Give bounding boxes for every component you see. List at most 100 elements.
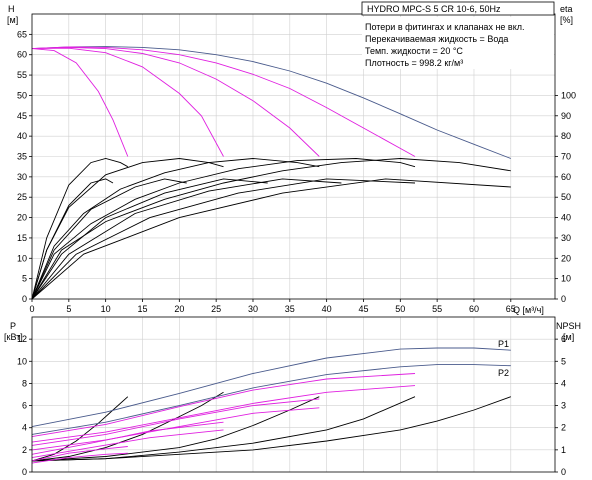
tick-label-left: 2 <box>22 445 27 455</box>
tick-label-x: 5 <box>66 304 71 314</box>
tick-label-right: 40 <box>561 213 571 223</box>
efficiency-curve <box>31 178 114 300</box>
tick-label-right: 70 <box>561 152 571 162</box>
title-box <box>361 1 555 16</box>
efficiency-curve <box>31 178 416 300</box>
tick-label-left: 8 <box>22 378 27 388</box>
power-curve <box>31 373 416 438</box>
head-curve <box>31 46 320 157</box>
power-curve <box>31 347 511 428</box>
tick-label-left: 20 <box>17 213 27 223</box>
tick-label-right: 2 <box>561 423 566 433</box>
tick-label-left: 35 <box>17 152 27 162</box>
tick-label-x: 0 <box>29 304 34 314</box>
npsh-curve <box>31 396 129 462</box>
tick-label-left: 0 <box>22 294 27 304</box>
eta-axis-unit: [%] <box>560 15 573 25</box>
tick-label-right: 50 <box>561 192 571 202</box>
tick-label-right: 5 <box>561 356 566 366</box>
lower-curves <box>31 347 511 464</box>
lower-frame <box>29 316 558 473</box>
head-curve <box>31 46 416 157</box>
chart-title: HYDRO MPC-S 5 CR 10-6, 50Hz <box>367 4 501 14</box>
head-curve <box>31 48 129 157</box>
tick-label-right: 60 <box>561 172 571 182</box>
upper-curves <box>31 46 511 300</box>
npsh-axis-label: NPSH <box>556 321 581 331</box>
tick-label-left: 65 <box>17 29 27 39</box>
note-temperature: Темп. жидкости = 20 °C <box>365 46 463 56</box>
tick-label-left: 50 <box>17 90 27 100</box>
series-label-p2: P2 <box>498 368 509 378</box>
tick-label-x: 20 <box>174 304 184 314</box>
q-axis-label: Q [м³/ч] <box>513 305 544 315</box>
tick-label-x: 60 <box>469 304 479 314</box>
efficiency-curve <box>31 158 320 300</box>
tick-label-right: 1 <box>561 445 566 455</box>
tick-label-right: 0 <box>561 467 566 477</box>
tick-label-right: 10 <box>561 274 571 284</box>
note-density: Плотность = 998.2 кг/м³ <box>365 58 463 68</box>
tick-label-x: 55 <box>432 304 442 314</box>
tick-label-right: 6 <box>561 334 566 344</box>
power-curve <box>31 385 416 443</box>
tick-label-right: 90 <box>561 111 571 121</box>
efficiency-curve <box>31 178 511 300</box>
tick-label-left: 60 <box>17 50 27 60</box>
tick-label-right: 80 <box>561 131 571 141</box>
eta-axis-label: eta <box>560 4 573 14</box>
tick-label-x: 50 <box>395 304 405 314</box>
power-curve <box>31 398 320 446</box>
efficiency-curve <box>31 158 129 300</box>
tick-label-x: 40 <box>322 304 332 314</box>
tick-label-left: 0 <box>22 467 27 477</box>
lower-grid <box>32 317 555 472</box>
power-curve <box>31 364 511 435</box>
tick-label-left: 40 <box>17 131 27 141</box>
upper-panel: 0510152025303540455055606501020304050607… <box>7 1 576 315</box>
series-label-p1: P1 <box>498 339 509 349</box>
tick-label-x: 35 <box>285 304 295 314</box>
tick-label-left: 5 <box>22 274 27 284</box>
tick-label-left: 4 <box>22 423 27 433</box>
efficiency-curve <box>31 178 187 300</box>
notes-box <box>362 17 554 69</box>
note-liquid: Перекачиваемая жидкость = Вода <box>365 34 508 44</box>
power-curve <box>31 429 224 459</box>
note-fittings: Потери в фитингах и клапанах не вкл. <box>365 22 525 32</box>
head-curve <box>31 46 511 159</box>
p-axis-label: P <box>10 321 16 331</box>
tick-label-right: 4 <box>561 378 566 388</box>
power-curve <box>31 421 224 455</box>
tick-label-left: 15 <box>17 233 27 243</box>
npsh-axis-unit: [м] <box>563 332 574 342</box>
head-curve <box>31 47 224 157</box>
efficiency-curve <box>31 158 416 300</box>
power-curve <box>31 452 128 464</box>
upper-tick-labels: 0510152025303540455055606501020304050607… <box>17 29 576 314</box>
power-curve <box>31 407 320 451</box>
tick-label-left: 10 <box>17 253 27 263</box>
tick-label-left: 6 <box>22 401 27 411</box>
tick-label-right: 0 <box>561 294 566 304</box>
tick-label-right: 20 <box>561 253 571 263</box>
plot-frame <box>31 316 556 473</box>
tick-label-right: 30 <box>561 233 571 243</box>
tick-label-left: 10 <box>17 356 27 366</box>
tick-label-left: 55 <box>17 70 27 80</box>
npsh-curve <box>31 391 224 462</box>
upper-frame <box>29 13 558 302</box>
power-curve <box>31 446 128 462</box>
tick-label-x: 65 <box>506 304 516 314</box>
tick-label-left: 25 <box>17 192 27 202</box>
tick-label-x: 30 <box>248 304 258 314</box>
tick-label-left: 30 <box>17 172 27 182</box>
p-axis-unit: [кВт] <box>4 332 23 342</box>
tick-label-x: 25 <box>211 304 221 314</box>
npsh-curve <box>31 396 511 462</box>
tick-label-left: 45 <box>17 111 27 121</box>
h-axis-label: H <box>8 4 15 14</box>
